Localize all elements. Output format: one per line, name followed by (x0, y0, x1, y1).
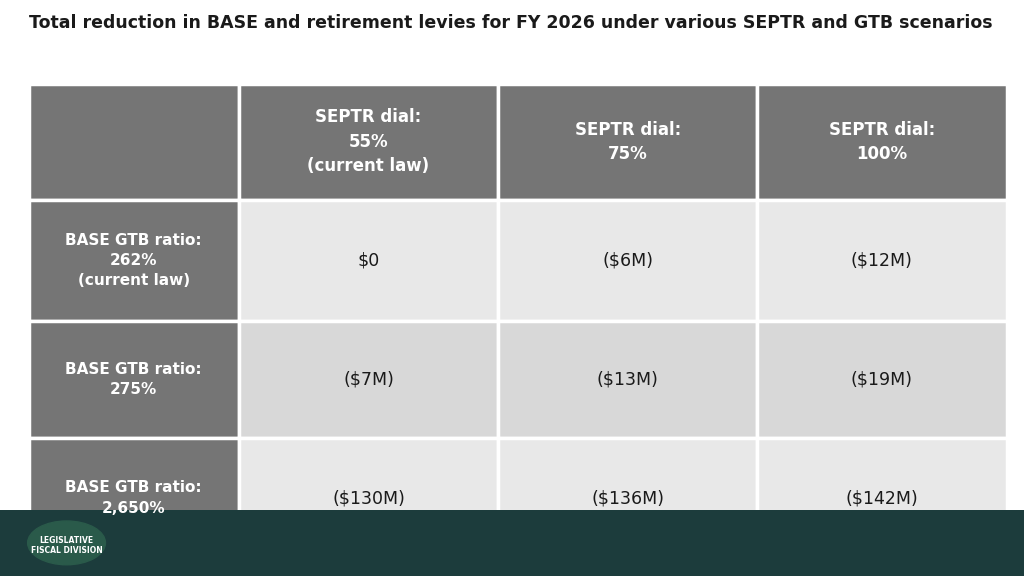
Text: Total reduction in BASE and retirement levies for FY 2026 under various SEPTR an: Total reduction in BASE and retirement l… (29, 14, 992, 32)
FancyBboxPatch shape (757, 438, 1007, 559)
FancyBboxPatch shape (757, 321, 1007, 438)
FancyBboxPatch shape (239, 438, 498, 559)
Text: SEPTR dial:
55%
(current law): SEPTR dial: 55% (current law) (307, 108, 429, 175)
Text: BASE GTB ratio:
262%
(current law): BASE GTB ratio: 262% (current law) (66, 233, 202, 289)
Text: ($142M): ($142M) (846, 489, 919, 507)
Text: BASE GTB ratio:
2,650%: BASE GTB ratio: 2,650% (66, 480, 202, 516)
Text: ($19M): ($19M) (851, 370, 913, 388)
Text: $0: $0 (357, 252, 380, 270)
FancyBboxPatch shape (29, 84, 239, 200)
Text: ($13M): ($13M) (597, 370, 658, 388)
FancyBboxPatch shape (29, 438, 239, 559)
Text: LEGISLATIVE
FISCAL DIVISION: LEGISLATIVE FISCAL DIVISION (31, 536, 102, 555)
FancyBboxPatch shape (239, 321, 498, 438)
Text: ($6M): ($6M) (602, 252, 653, 270)
FancyBboxPatch shape (498, 200, 757, 321)
Text: ($130M): ($130M) (332, 489, 404, 507)
Text: SEPTR dial:
100%: SEPTR dial: 100% (828, 120, 935, 163)
FancyBboxPatch shape (239, 84, 498, 200)
FancyBboxPatch shape (757, 84, 1007, 200)
Text: BASE GTB ratio:
275%: BASE GTB ratio: 275% (66, 362, 202, 397)
Text: ($136M): ($136M) (591, 489, 665, 507)
FancyBboxPatch shape (239, 200, 498, 321)
FancyBboxPatch shape (0, 510, 1024, 576)
FancyBboxPatch shape (29, 200, 239, 321)
Text: SEPTR dial:
75%: SEPTR dial: 75% (574, 120, 681, 163)
FancyBboxPatch shape (498, 84, 757, 200)
FancyBboxPatch shape (29, 321, 239, 438)
FancyBboxPatch shape (498, 321, 757, 438)
FancyBboxPatch shape (498, 438, 757, 559)
FancyBboxPatch shape (757, 200, 1007, 321)
Text: ($7M): ($7M) (343, 370, 394, 388)
Circle shape (28, 521, 105, 564)
Text: ($12M): ($12M) (851, 252, 912, 270)
